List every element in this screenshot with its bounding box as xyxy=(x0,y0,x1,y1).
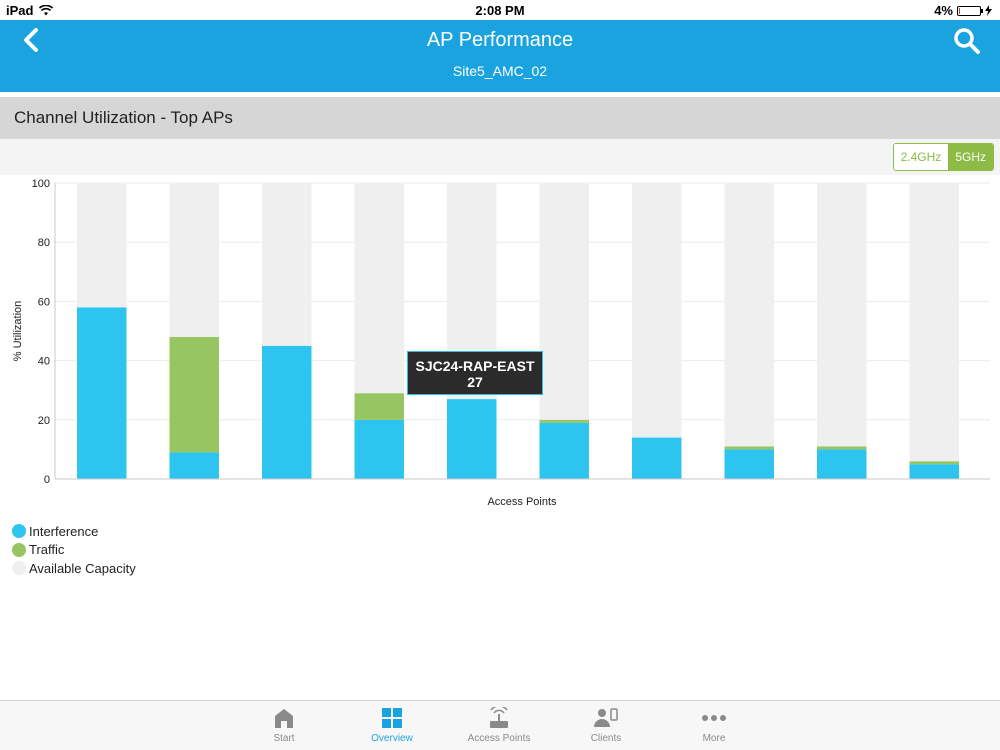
y-axis-label: % Utilization xyxy=(12,301,24,362)
y-tick-label: 100 xyxy=(32,178,50,190)
chart-legend: Interference Traffic Available Capacity xyxy=(12,522,136,578)
chart-svg: 0 20 40 60 80 100 Access Points % Utilization xyxy=(12,178,990,508)
bar-traffic[interactable] xyxy=(354,393,404,420)
status-time: 2:08 PM xyxy=(475,3,525,18)
x-axis-label: Access Points xyxy=(487,496,557,508)
legend-dot xyxy=(12,542,26,557)
y-tick-label: 20 xyxy=(38,415,50,427)
legend-item-interference[interactable]: Interference xyxy=(12,522,136,541)
bar-interference[interactable] xyxy=(354,419,404,479)
section-title: Channel Utilization - Top APs xyxy=(0,97,1000,139)
tab-label: Access Points xyxy=(467,733,531,744)
wifi-icon xyxy=(39,5,54,16)
bar-traffic[interactable] xyxy=(724,446,774,450)
page-title: AP Performance xyxy=(426,29,574,51)
bar-interference[interactable] xyxy=(632,437,682,479)
tab-more[interactable]: More xyxy=(664,705,764,744)
y-tick-label: 60 xyxy=(38,296,50,308)
legend-label: Available Capacity xyxy=(29,560,136,576)
bar-available-capacity[interactable] xyxy=(817,183,867,447)
device-name: iPad xyxy=(6,3,34,18)
band-toggle: 2.4GHz 5GHz xyxy=(892,143,994,171)
legend-item-traffic[interactable]: Traffic xyxy=(12,541,136,560)
bar-available-capacity[interactable] xyxy=(169,183,219,337)
status-bar: iPad 2:08 PM 4% xyxy=(0,0,1000,20)
tab-access-points[interactable]: Access Points xyxy=(449,705,549,744)
tab-label: More xyxy=(702,733,726,744)
bar-interference[interactable] xyxy=(169,452,219,479)
bar-available-capacity[interactable] xyxy=(724,183,774,447)
legend-label: Traffic xyxy=(29,542,65,558)
bar-interference[interactable] xyxy=(539,422,589,479)
legend-dot xyxy=(12,561,26,576)
chart-tooltip: SJC24-RAP-EAST 27 xyxy=(407,351,543,395)
tab-start[interactable]: Start xyxy=(234,705,334,744)
bar-available-capacity[interactable] xyxy=(632,183,682,438)
clients-icon xyxy=(594,708,618,727)
charging-icon xyxy=(985,5,992,16)
tab-bar: Start Overview Access Points Clients xyxy=(0,700,1000,750)
bar-available-capacity[interactable] xyxy=(77,183,127,308)
bar-traffic[interactable] xyxy=(817,446,867,450)
bar-interference[interactable] xyxy=(724,449,774,479)
bar-traffic[interactable] xyxy=(169,336,219,453)
legend-dot xyxy=(12,524,26,539)
more-icon xyxy=(702,715,726,721)
battery-icon xyxy=(957,5,983,16)
band-option-5ghz[interactable]: 5GHz xyxy=(948,144,993,170)
bar-interference[interactable] xyxy=(262,345,312,479)
y-tick-label: 0 xyxy=(44,474,50,486)
filter-row: 2.4GHz 5GHz xyxy=(0,139,1000,175)
tooltip-label: SJC24-RAP-EAST xyxy=(415,358,535,374)
grid-icon xyxy=(382,708,402,728)
y-tick-label: 40 xyxy=(38,356,50,368)
legend-label: Interference xyxy=(29,523,99,539)
page-subtitle: Site5_AMC_02 xyxy=(452,63,548,79)
nav-bar: AP Performance Site5_AMC_02 xyxy=(0,20,1000,92)
bar-available-capacity[interactable] xyxy=(909,183,959,462)
back-icon[interactable] xyxy=(18,26,46,54)
search-icon[interactable] xyxy=(952,26,982,56)
bar-interference[interactable] xyxy=(447,399,497,479)
bar-available-capacity[interactable] xyxy=(354,183,404,394)
tab-overview[interactable]: Overview xyxy=(342,705,442,744)
home-icon xyxy=(275,709,293,728)
tooltip-value: 27 xyxy=(467,374,483,390)
tab-label: Start xyxy=(273,733,295,744)
bar-interference[interactable] xyxy=(77,307,127,479)
bar-interference[interactable] xyxy=(817,449,867,479)
battery-percent: 4% xyxy=(934,3,953,18)
channel-utilization-chart: 0 20 40 60 80 100 Access Points % Utilization xyxy=(0,175,1000,515)
bar-traffic[interactable] xyxy=(909,461,959,465)
bar-available-capacity[interactable] xyxy=(539,183,589,420)
tab-label: Clients xyxy=(590,733,622,744)
legend-item-available-capacity[interactable]: Available Capacity xyxy=(12,559,136,578)
tab-label: Overview xyxy=(371,733,413,744)
band-option-2-4ghz[interactable]: 2.4GHz xyxy=(893,144,949,170)
y-tick-label: 80 xyxy=(38,237,50,249)
tab-clients[interactable]: Clients xyxy=(556,705,656,744)
bar-available-capacity[interactable] xyxy=(262,183,312,346)
bar-traffic[interactable] xyxy=(539,419,589,423)
bar-interference[interactable] xyxy=(909,464,959,479)
access-point-icon xyxy=(490,707,508,728)
